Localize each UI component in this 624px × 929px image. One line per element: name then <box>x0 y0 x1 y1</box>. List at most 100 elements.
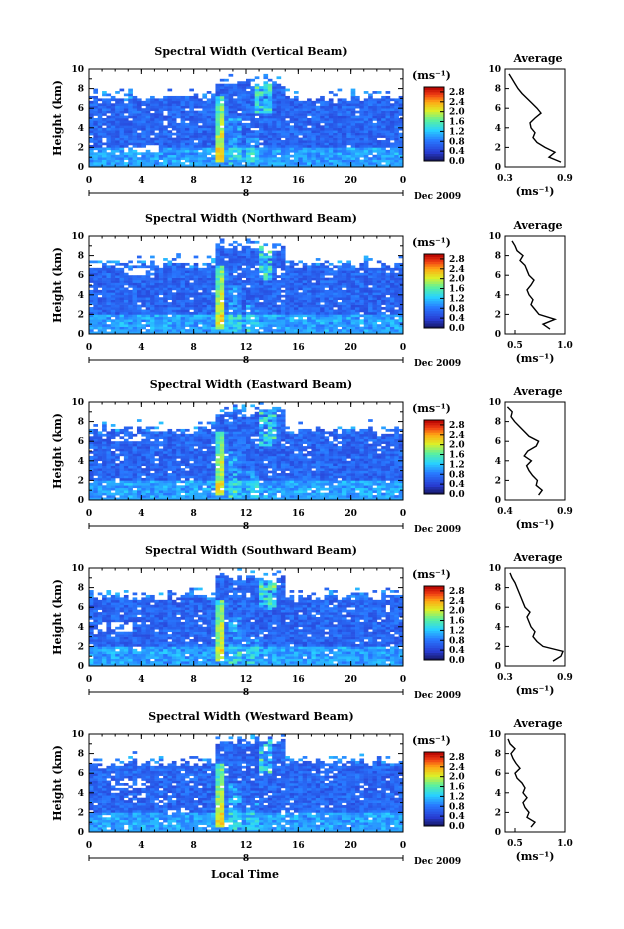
x-tick-label: 4 <box>138 841 144 851</box>
y-tick-label: 4 <box>78 124 84 134</box>
average-y-tick-label: 10 <box>488 65 501 75</box>
y-axis-label: Height (km) <box>51 745 64 821</box>
heatmap-cells <box>89 568 404 667</box>
colorbar-tick-label: 0.8 <box>449 802 465 812</box>
y-tick-label: 6 <box>78 104 84 114</box>
average-x-tick-label: 0.9 <box>557 507 573 517</box>
average-y-tick-label: 2 <box>495 143 501 153</box>
colorbar <box>424 254 444 329</box>
x-tick-label: 8 <box>191 176 197 186</box>
colorbar-tick-label: 1.2 <box>449 294 465 304</box>
x-tick-label: 0 <box>400 841 406 851</box>
colorbar-tick-label: 2.8 <box>449 421 465 431</box>
date-label: Dec 2009 <box>414 525 461 535</box>
x-tick-label: 12 <box>240 841 253 851</box>
x-tick-label: 0 <box>400 176 406 186</box>
date-label: Dec 2009 <box>414 857 461 867</box>
x-tick-label: 8 <box>191 343 197 353</box>
average-frame <box>504 401 566 501</box>
average-y-tick-label: 8 <box>495 418 501 428</box>
average-y-tick-label: 2 <box>495 310 501 320</box>
x-tick-label: 0 <box>86 675 92 685</box>
x-tick-label: 12 <box>240 343 253 353</box>
x-tick-label: 20 <box>344 176 357 186</box>
average-y-tick-label: 10 <box>488 730 501 740</box>
x-tick-label: 16 <box>292 176 305 186</box>
colorbar-tick-label: 2.8 <box>449 88 465 98</box>
average-y-tick-label: 6 <box>495 437 501 447</box>
x-tick-label: 16 <box>292 675 305 685</box>
x-tick-label: 16 <box>292 509 305 519</box>
y-tick-label: 6 <box>78 769 84 779</box>
average-y-tick-label: 6 <box>495 271 501 281</box>
x-tick-label: 16 <box>292 343 305 353</box>
average-y-tick-label: 4 <box>495 124 501 134</box>
average-title: Average <box>512 219 562 232</box>
day-label: 8 <box>243 854 249 864</box>
colorbar-tick-label: 2.0 <box>449 108 465 118</box>
colorbar-tick-label: 2.4 <box>449 98 465 108</box>
date-label: Dec 2009 <box>414 359 461 369</box>
panel-5: Spectral Width (Westward Beam) 0 2 4 6 8 10 Hei… <box>51 710 573 867</box>
colorbar-tick-label: 2.8 <box>449 753 465 763</box>
colorbar-tick-label: 2.4 <box>449 763 465 773</box>
colorbar-tick-label: 0.0 <box>449 490 465 500</box>
colorbar-tick-label: 2.8 <box>449 587 465 597</box>
average-x-label: (ms⁻¹) <box>516 352 555 365</box>
average-y-tick-label: 10 <box>488 232 501 242</box>
average-y-tick-label: 4 <box>495 623 501 633</box>
average-profile-line <box>509 572 564 662</box>
average-y-tick-label: 0 <box>495 828 501 838</box>
x-tick-label: 4 <box>138 343 144 353</box>
y-tick-label: 0 <box>78 163 84 173</box>
colorbar-frame <box>423 253 445 329</box>
y-tick-label: 10 <box>71 398 84 408</box>
panel-title: Spectral Width (Westward Beam) <box>148 710 353 723</box>
colorbar-unit: (ms⁻¹) <box>412 734 451 747</box>
y-tick-label: 8 <box>78 252 84 262</box>
x-tick-label: 4 <box>138 176 144 186</box>
x-tick-label: 20 <box>344 343 357 353</box>
day-label: 8 <box>243 522 249 532</box>
y-tick-label: 8 <box>78 85 84 95</box>
colorbar-tick-label: 2.4 <box>449 597 465 607</box>
colorbar-tick-label: 1.6 <box>449 783 465 793</box>
colorbar-tick-label: 2.0 <box>449 441 465 451</box>
colorbar-tick-label: 0.0 <box>449 656 465 666</box>
heatmap-cells <box>89 402 404 501</box>
colorbar <box>424 420 444 495</box>
average-title: Average <box>512 52 562 65</box>
average-y-tick-label: 10 <box>488 398 501 408</box>
x-tick-label: 8 <box>191 509 197 519</box>
x-tick-label: 0 <box>86 509 92 519</box>
x-tick-label: 12 <box>240 509 253 519</box>
y-tick-label: 10 <box>71 564 84 574</box>
x-tick-label: 8 <box>191 675 197 685</box>
colorbar-tick-label: 0.0 <box>449 324 465 334</box>
x-tick-label: 0 <box>400 343 406 353</box>
colorbar-frame <box>423 86 445 162</box>
colorbar-tick-label: 1.6 <box>449 118 465 128</box>
colorbar-tick-label: 0.4 <box>449 147 465 157</box>
colorbar-tick-label: 1.2 <box>449 792 465 802</box>
y-tick-label: 6 <box>78 603 84 613</box>
colorbar-tick-label: 2.8 <box>449 255 465 265</box>
colorbar-unit: (ms⁻¹) <box>412 236 451 249</box>
average-title: Average <box>512 717 562 730</box>
average-y-tick-label: 6 <box>495 769 501 779</box>
y-tick-label: 10 <box>71 65 84 75</box>
average-x-tick-label: 1.0 <box>557 839 573 849</box>
day-label: 8 <box>243 189 249 199</box>
date-label: Dec 2009 <box>414 192 461 202</box>
colorbar-tick-label: 0.4 <box>449 812 465 822</box>
average-y-tick-label: 8 <box>495 584 501 594</box>
colorbar-unit: (ms⁻¹) <box>412 568 451 581</box>
x-tick-label: 4 <box>138 509 144 519</box>
average-frame <box>504 68 566 168</box>
panel-2: Spectral Width (Northward Beam) 0 2 4 6 8 10 He… <box>51 212 573 369</box>
average-y-tick-label: 0 <box>495 662 501 672</box>
x-tick-label: 0 <box>86 176 92 186</box>
average-title: Average <box>512 385 562 398</box>
average-frame <box>504 567 566 667</box>
